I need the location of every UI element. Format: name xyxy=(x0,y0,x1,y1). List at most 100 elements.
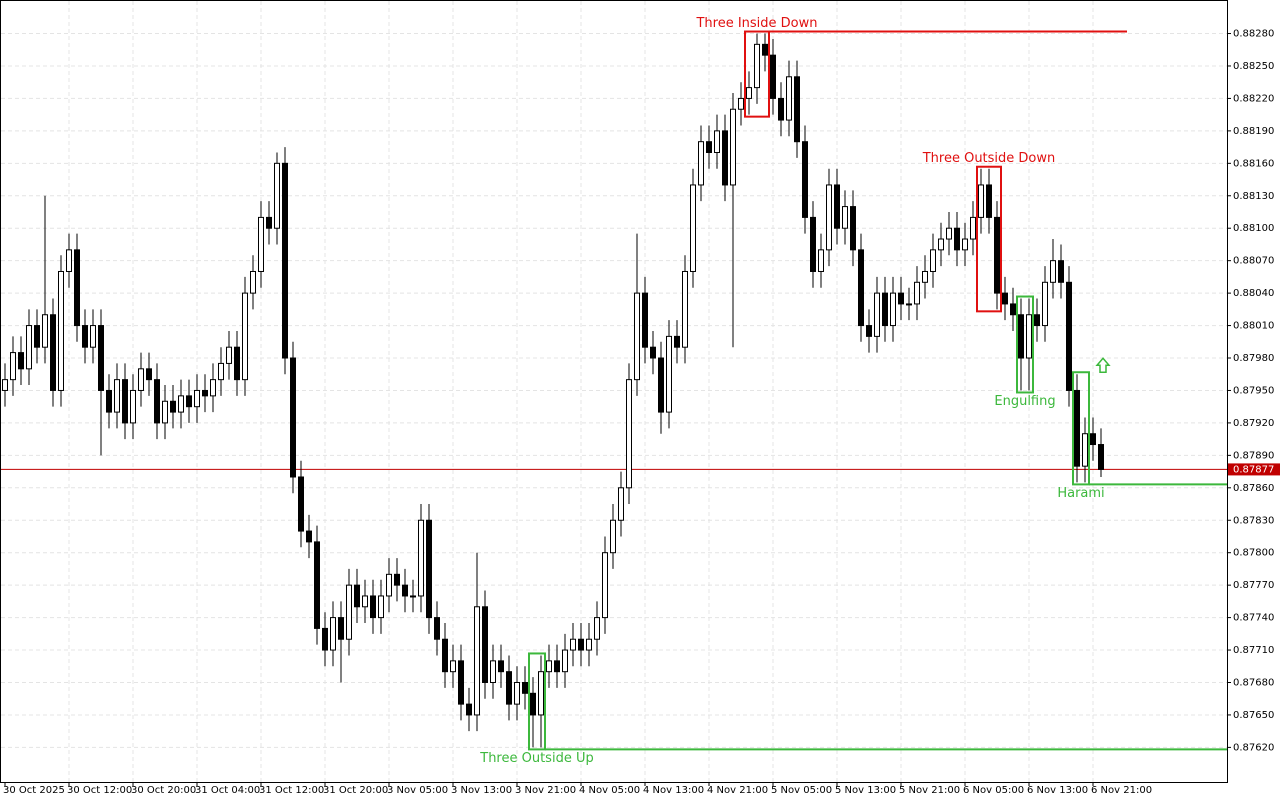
candle-body xyxy=(738,97,744,110)
candle-body xyxy=(1002,292,1008,305)
candle-body xyxy=(26,325,32,370)
y-tick-label: 0.87830 xyxy=(1233,515,1274,526)
candle-body xyxy=(522,681,528,694)
pattern-label: Harami xyxy=(1057,486,1104,501)
current-price-label: 0.87877 xyxy=(1233,464,1274,475)
candle-body xyxy=(314,541,320,629)
candle-body xyxy=(290,357,296,478)
candle-body xyxy=(362,595,368,608)
candle-body xyxy=(386,573,392,597)
y-tick-label: 0.87650 xyxy=(1233,710,1274,721)
candle-body xyxy=(826,184,832,251)
pattern-box xyxy=(1072,371,1090,486)
candle-body xyxy=(866,325,872,337)
candle-body xyxy=(162,400,168,424)
candle-body xyxy=(346,584,352,640)
pattern-box xyxy=(1016,295,1034,394)
candle-body xyxy=(106,389,112,413)
candle-body xyxy=(890,292,896,327)
candle-body xyxy=(682,270,688,348)
candle-body xyxy=(234,346,240,381)
candle-body xyxy=(570,638,576,651)
candle-body xyxy=(666,335,672,413)
x-tick-label: 31 Oct 12:00 xyxy=(259,785,324,796)
candle-body xyxy=(394,573,400,586)
plot-frame xyxy=(0,0,1228,783)
candle-body xyxy=(402,584,408,597)
candle-body xyxy=(378,595,384,619)
candle-body xyxy=(882,292,888,327)
candle-body xyxy=(634,292,640,381)
candle-body xyxy=(698,141,704,186)
candle-body xyxy=(778,97,784,121)
candle-body xyxy=(546,660,552,673)
candle-body xyxy=(594,617,600,640)
candle-body xyxy=(370,595,376,619)
candle-body xyxy=(338,617,344,640)
x-tick-label: 5 Nov 13:00 xyxy=(835,785,896,796)
pattern-box xyxy=(744,30,770,118)
candle-body xyxy=(42,314,48,348)
candle-body xyxy=(906,303,912,306)
candle-body xyxy=(274,162,280,229)
candle-body xyxy=(1026,314,1032,359)
candle-body xyxy=(514,681,520,705)
candle-body xyxy=(506,671,512,705)
candle-body xyxy=(426,519,432,619)
candle-body xyxy=(242,292,248,381)
candle-body xyxy=(602,552,608,619)
y-tick-label: 0.88040 xyxy=(1233,288,1274,299)
candle-body xyxy=(498,660,504,673)
candle-body xyxy=(282,162,288,359)
candle-body xyxy=(722,130,728,186)
candle-body xyxy=(530,692,536,716)
candle-body xyxy=(482,606,488,683)
candle-body xyxy=(322,627,328,651)
candle-body xyxy=(154,379,160,424)
candle-body xyxy=(2,379,8,391)
candle-body xyxy=(466,703,472,716)
candle-body xyxy=(258,216,264,272)
x-tick-label: 4 Nov 05:00 xyxy=(579,785,640,796)
candle-body xyxy=(170,400,176,413)
candle-body xyxy=(266,216,272,229)
candle-body xyxy=(298,476,304,532)
candle-body xyxy=(914,281,920,305)
candle-body xyxy=(858,249,864,327)
candle-body xyxy=(938,238,944,251)
pattern-label: Engulfing xyxy=(994,394,1055,409)
candle-body xyxy=(418,519,424,597)
y-tick-label: 0.88010 xyxy=(1233,321,1274,332)
y-tick-label: 0.87800 xyxy=(1233,548,1274,559)
y-tick-label: 0.87860 xyxy=(1233,483,1274,494)
candle-body xyxy=(458,660,464,705)
candle-body xyxy=(970,216,976,240)
x-tick-label: 3 Nov 21:00 xyxy=(515,785,576,796)
candle-body xyxy=(946,227,952,240)
candle-body xyxy=(490,660,496,683)
pattern-label: Three Outside Up xyxy=(479,751,593,766)
candle-body xyxy=(410,595,416,598)
candle-body xyxy=(658,357,664,413)
candle-body xyxy=(706,141,712,154)
candle-body xyxy=(178,395,184,413)
candle-body xyxy=(954,227,960,251)
candle-body xyxy=(730,108,736,186)
candle-body xyxy=(1082,433,1088,467)
candle-body xyxy=(114,379,120,413)
candle-body xyxy=(930,249,936,272)
candle-body xyxy=(1018,314,1024,359)
pattern-box xyxy=(528,652,546,751)
x-tick-label: 6 Nov 05:00 xyxy=(963,785,1024,796)
candle-body xyxy=(578,638,584,651)
pattern-label: Three Inside Down xyxy=(695,16,817,31)
x-tick-label: 5 Nov 05:00 xyxy=(771,785,832,796)
candle-body xyxy=(194,389,200,408)
x-tick-label: 4 Nov 13:00 xyxy=(643,785,704,796)
candle-body xyxy=(850,206,856,251)
candle-body xyxy=(1098,444,1104,470)
candle-body xyxy=(18,352,24,370)
y-tick-label: 0.88160 xyxy=(1233,158,1274,169)
candle-body xyxy=(330,617,336,651)
